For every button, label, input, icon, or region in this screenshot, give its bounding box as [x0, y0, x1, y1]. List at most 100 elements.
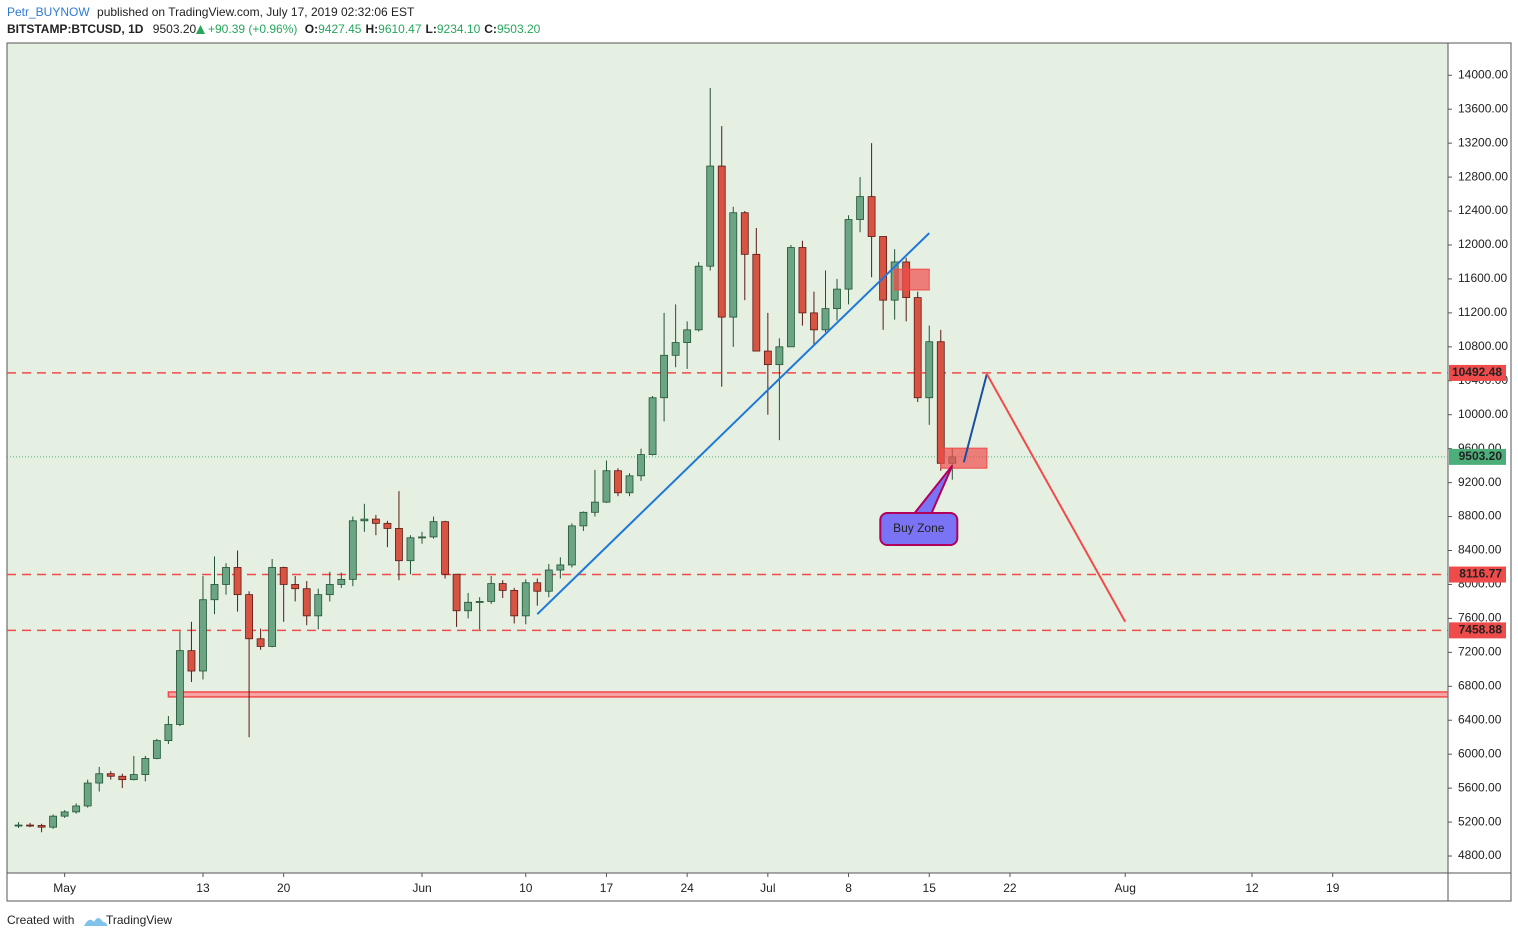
ohlc-label: H:: [365, 22, 378, 36]
candle-body: [487, 583, 496, 602]
candle-body: [337, 578, 346, 585]
candle-body: [671, 342, 680, 356]
x-tick-label: 20: [277, 881, 291, 895]
candle-body: [291, 584, 300, 590]
symbol-line: BITSTAMP:BTCUSD, 1D 9503.20: [7, 22, 197, 36]
y-tick-label: 6400.00: [1458, 712, 1502, 726]
candle-body: [694, 265, 703, 331]
zone-box: [940, 447, 988, 469]
zone-box: [894, 268, 930, 291]
candle-body: [867, 196, 876, 237]
ohlc-value: 9503.20: [497, 22, 541, 36]
x-tick-label: 10: [519, 881, 533, 895]
price-tag: [1449, 364, 1506, 381]
candle-body: [383, 522, 392, 529]
x-tick-label: 17: [600, 881, 614, 895]
ohlc-value: 9234.10: [437, 22, 481, 36]
candle-body: [49, 815, 58, 828]
candle-body: [936, 341, 945, 464]
candle-body: [787, 247, 795, 348]
candle-body: [245, 594, 253, 640]
candle-body: [210, 584, 219, 601]
y-tick-label: 8400.00: [1458, 543, 1502, 557]
published: published on TradingView.com, July 17, 2…: [97, 5, 415, 19]
y-tick-label: 10800.00: [1458, 339, 1508, 353]
y-tick-label: 11200.00: [1458, 305, 1507, 319]
price-tag: [1449, 622, 1506, 639]
ohlc-value: 9427.45: [318, 22, 362, 36]
candle-body: [26, 824, 34, 827]
support-band: [167, 691, 1448, 698]
candle-body: [844, 219, 853, 290]
candle-body: [129, 774, 138, 781]
trend-line: [962, 373, 988, 463]
x-tick-label: 13: [196, 881, 210, 895]
y-tick-label: 5600.00: [1458, 780, 1502, 794]
callout-text: Buy Zone: [893, 521, 945, 535]
candle-body: [625, 475, 634, 494]
author[interactable]: Petr_BUYNOW: [7, 5, 90, 19]
candle-body: [95, 773, 104, 784]
y-tick-label: 6800.00: [1458, 678, 1502, 692]
ohlc-label: L:: [426, 22, 437, 36]
price-tag: [1449, 566, 1506, 583]
ohlc-label: C:: [484, 22, 497, 36]
candle-body: [441, 521, 449, 575]
price-tag-label: 9503.20: [1459, 449, 1503, 463]
candle-body: [83, 782, 92, 807]
candle-body: [14, 824, 23, 827]
y-tick-label: 7200.00: [1458, 645, 1502, 659]
candle-body: [118, 775, 127, 781]
candle-body: [660, 354, 668, 399]
y-tick-label: 12000.00: [1458, 237, 1508, 251]
footer-brand[interactable]: TradingView: [106, 913, 172, 927]
candle-body: [637, 454, 645, 477]
candle-body: [406, 537, 415, 562]
candle-body: [567, 525, 576, 566]
tv-logo: [84, 918, 107, 926]
candle-body: [256, 638, 265, 647]
candle-body: [268, 567, 277, 647]
trend-line: [536, 232, 930, 615]
symbol: BITSTAMP:BTCUSD, 1D: [7, 22, 144, 36]
change-line: +90.39 (+0.96%) O:9427.45 H:9610.47 L:9234…: [208, 22, 541, 36]
callout-cover: [897, 514, 938, 518]
candle-body: [648, 397, 657, 456]
candle-body: [279, 567, 288, 585]
candle-body: [544, 569, 553, 592]
candle-body: [833, 288, 841, 310]
candle-body: [325, 584, 334, 596]
candle-body: [763, 350, 772, 366]
y-tick-label: 10000.00: [1458, 407, 1508, 421]
candle-body: [176, 650, 184, 725]
candle-body: [429, 521, 438, 538]
price-tag-label: 10492.48: [1452, 365, 1502, 379]
candle-body: [199, 599, 207, 672]
candle-body: [452, 573, 461, 612]
x-tick-label: May: [53, 881, 76, 895]
candle-body: [556, 564, 565, 571]
x-tick-label: 19: [1326, 881, 1340, 895]
y-tick-label: 8800.00: [1458, 509, 1502, 523]
price-tag-label: 8116.77: [1459, 567, 1502, 581]
x-tick-label: 12: [1245, 881, 1259, 895]
candle-body: [521, 582, 530, 617]
y-tick-label: 12400.00: [1458, 203, 1508, 217]
callout-box: [879, 512, 959, 546]
y-tick-label: 11600.00: [1458, 271, 1507, 285]
frame: [6, 42, 1512, 902]
candle-body: [72, 805, 81, 813]
x-tick-label: Jun: [412, 881, 431, 895]
header-line: Petr_BUYNOW published on TradingView.com…: [7, 5, 415, 19]
candle-body: [775, 346, 784, 366]
x-tick-label: Jul: [760, 881, 775, 895]
candle-body: [821, 308, 830, 331]
trend-line: [986, 373, 1127, 623]
candle-body: [302, 588, 311, 617]
candle-body: [602, 470, 611, 503]
candle-body: [418, 536, 426, 539]
y-tick-label: 14000.00: [1458, 67, 1508, 81]
last: 9503.20: [153, 22, 197, 36]
candle-body: [717, 165, 726, 318]
candle-body: [810, 312, 818, 331]
